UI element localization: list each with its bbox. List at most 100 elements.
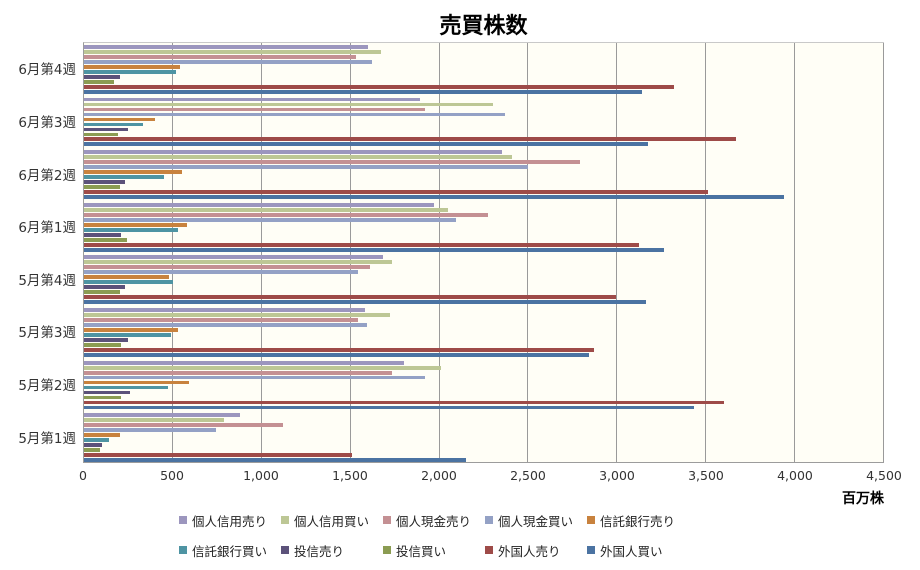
bar bbox=[84, 44, 369, 49]
bar bbox=[84, 300, 646, 305]
bar bbox=[84, 237, 127, 242]
bar bbox=[84, 395, 122, 400]
gridline bbox=[616, 43, 618, 462]
legend-swatch-icon bbox=[485, 546, 493, 554]
gridline bbox=[349, 43, 351, 462]
category-group bbox=[84, 96, 884, 149]
legend-swatch-icon bbox=[587, 546, 595, 554]
bar bbox=[84, 217, 456, 222]
bar bbox=[84, 180, 125, 184]
legend-label: 個人現金売り bbox=[396, 513, 472, 529]
category-label: 6月第2週 bbox=[18, 167, 76, 184]
category-label: 6月第3週 bbox=[18, 114, 76, 131]
legend-label: 投信買い bbox=[396, 543, 447, 559]
bar bbox=[84, 352, 589, 357]
bar bbox=[84, 247, 664, 252]
bar bbox=[84, 227, 179, 232]
bar bbox=[84, 185, 120, 189]
bar bbox=[84, 423, 284, 428]
gridline bbox=[260, 43, 262, 462]
bar bbox=[84, 438, 109, 443]
category-group bbox=[84, 411, 884, 464]
category-label: 5月第4週 bbox=[18, 272, 76, 289]
gridline bbox=[883, 43, 884, 462]
legend-label: 投信売り bbox=[294, 543, 345, 559]
category-group bbox=[84, 201, 884, 254]
legend-item: 信託銀行売り bbox=[587, 511, 689, 530]
bar bbox=[84, 360, 404, 365]
value-axis-ticks: 0 500 1,000 1,500 2,000 2,500 3,000 3,500 4,000 4… bbox=[79, 468, 902, 484]
bar bbox=[84, 275, 170, 280]
legend-swatch-icon bbox=[281, 546, 289, 554]
value-tick-label: 1,500 bbox=[332, 468, 368, 483]
bar bbox=[84, 132, 118, 137]
category-group bbox=[84, 254, 884, 307]
bar bbox=[84, 265, 371, 270]
bar bbox=[84, 84, 675, 89]
bar bbox=[84, 413, 241, 418]
bar bbox=[84, 137, 737, 142]
bar bbox=[84, 375, 426, 380]
bar bbox=[84, 242, 639, 247]
bar bbox=[84, 160, 580, 164]
bar bbox=[84, 150, 502, 155]
bar bbox=[84, 285, 125, 290]
bar bbox=[84, 365, 442, 370]
bar bbox=[84, 207, 449, 212]
gridline bbox=[171, 43, 173, 462]
bar bbox=[84, 347, 595, 352]
bar bbox=[84, 405, 694, 410]
bar bbox=[84, 54, 356, 59]
bar bbox=[84, 448, 100, 453]
bar bbox=[84, 453, 353, 458]
bar bbox=[84, 142, 648, 147]
plot-area bbox=[83, 42, 884, 463]
legend-item: 個人信用買い bbox=[281, 511, 383, 530]
legend-item: 信託銀行買い bbox=[179, 541, 281, 560]
bar bbox=[84, 122, 143, 127]
bar bbox=[84, 69, 177, 74]
bar bbox=[84, 313, 390, 317]
legend-swatch-icon bbox=[383, 546, 391, 554]
bar bbox=[84, 400, 724, 405]
bar bbox=[84, 89, 643, 94]
category-label: 6月第1週 bbox=[18, 220, 76, 237]
legend-swatch-icon bbox=[383, 516, 391, 524]
bar bbox=[84, 165, 529, 169]
value-tick-label: 1,000 bbox=[243, 468, 279, 483]
value-tick-label: 3,000 bbox=[599, 468, 635, 483]
legend-label: 信託銀行買い bbox=[192, 543, 268, 559]
category-label: 5月第3週 bbox=[18, 325, 76, 342]
legend-swatch-icon bbox=[281, 516, 289, 524]
gridline bbox=[705, 43, 707, 462]
bar bbox=[84, 318, 358, 322]
legend-label: 個人現金買い bbox=[498, 513, 574, 529]
bar bbox=[84, 222, 188, 227]
value-tick-label: 3,500 bbox=[688, 468, 724, 483]
bar bbox=[84, 202, 435, 207]
bar bbox=[84, 295, 616, 300]
value-tick-label: 4,000 bbox=[777, 468, 813, 483]
legend-swatch-icon bbox=[485, 516, 493, 524]
legend-label: 外国人買い bbox=[600, 543, 663, 559]
bar bbox=[84, 64, 180, 69]
category-label: 5月第1週 bbox=[18, 430, 76, 447]
bar bbox=[84, 232, 122, 237]
bar bbox=[84, 380, 189, 385]
bar bbox=[84, 290, 120, 295]
bar bbox=[84, 385, 168, 390]
bar bbox=[84, 255, 383, 260]
bar bbox=[84, 97, 420, 102]
bar bbox=[84, 74, 120, 79]
gridline bbox=[527, 43, 529, 462]
legend-item: 投信買い bbox=[383, 541, 485, 560]
legend-swatch-icon bbox=[179, 516, 187, 524]
gridline bbox=[794, 43, 796, 462]
bar bbox=[84, 443, 102, 448]
legend-item: 個人現金売り bbox=[383, 511, 485, 530]
bar bbox=[84, 418, 225, 423]
value-tick-label: 4,500 bbox=[866, 468, 902, 483]
legend-swatch-icon bbox=[179, 546, 187, 554]
bar bbox=[84, 127, 129, 132]
